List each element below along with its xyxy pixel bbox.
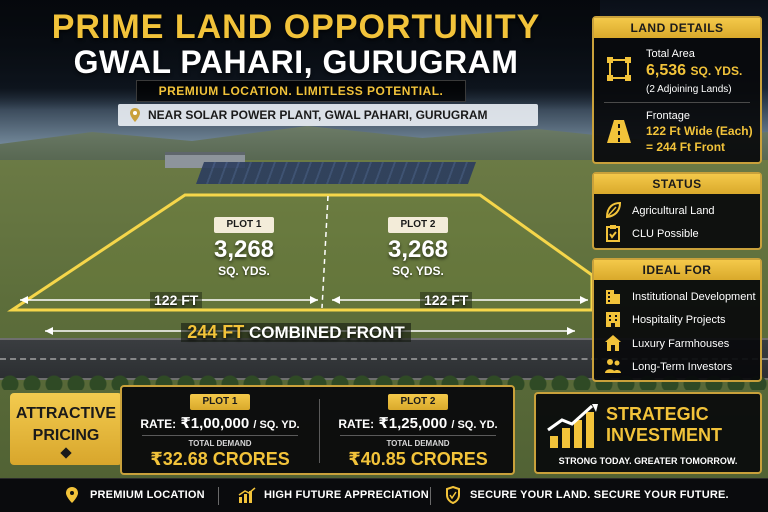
price-plot1-demand: ₹32.68 CRORES [150,449,290,469]
plot2-unit: SQ. YDS. [392,264,444,278]
ideal-item-0: Institutional Development [632,291,756,303]
price-plot2-rate: ₹1,25,000 [378,415,448,432]
price-plot1-rate-unit: / SQ. YD. [253,419,300,431]
price-plot2-rate-unit: / SQ. YD. [451,419,498,431]
location-pin-icon [130,108,140,122]
frontage-each-note: Wide (Each) [684,124,753,138]
footer-item-0: PREMIUM LOCATION [90,489,205,501]
price-plot1-tag: PLOT 1 [190,394,250,410]
page-title: PRIME LAND OPPORTUNITY [51,8,541,46]
clipboard-check-icon [606,225,620,242]
pricing-badge-line1: ATTRACTIVE [15,405,117,422]
diamond-ornament [60,447,72,459]
price-plot2-tag: PLOT 2 [388,394,448,410]
area-icon [607,57,631,81]
frontage-each-line: 122 Ft Wide (Each) [646,124,753,138]
leaf-icon [605,201,622,219]
plot1-area: 3,268 [213,236,275,263]
plot2-front: 122 FT [420,292,473,308]
plot1-unit: SQ. YDS. [218,264,270,278]
status-item-1: CLU Possible [632,228,699,240]
strategic-line1: STRATEGIC [606,404,709,424]
price-plot2-demand-label: TOTAL DEMAND [386,439,450,448]
ideal-item-2: Luxury Farmhouses [632,338,730,350]
location-text: NEAR SOLAR POWER PLANT, GWAL PAHARI, GUR… [148,108,488,122]
price-plot2-rate-label: RATE: [338,417,375,431]
price-plot1-rate: ₹1,00,000 [180,415,250,432]
price-plot1-rate-label: RATE: [140,417,177,431]
status-heading: STATUS [594,174,760,194]
plot1-tag: PLOT 1 [214,217,274,233]
road-icon [607,120,631,143]
combined-label: COMBINED FRONT [248,323,405,342]
price-plot1-demand-label: TOTAL DEMAND [188,439,252,448]
strategic-line2: INVESTMENT [606,425,723,445]
building-icon [606,290,620,304]
plot2-tag: PLOT 2 [388,217,448,233]
hotel-icon [606,312,620,327]
footer-item-1: HIGH FUTURE APPRECIATION [264,489,429,501]
house-icon [605,335,621,351]
land-details-heading: LAND DETAILS [594,18,760,38]
strategic-slogan: STRONG TODAY. GREATER TOMORROW. [558,456,738,466]
price-box: PLOT 1 RATE: ₹1,00,000 / SQ. YD. TOTAL D… [120,385,515,475]
price-plot1-rate-line: RATE: ₹1,00,000 / SQ. YD. [122,414,318,432]
frontage-each: 122 Ft [646,124,681,138]
area-unit: SQ. YDS. [690,64,743,78]
plot2-area: 3,268 [387,236,449,263]
area-label: Total Area [646,48,695,60]
plot-divider [321,195,329,309]
appreciation-chart-icon [238,487,256,503]
shield-icon [446,486,460,504]
price-plot2-rate-line: RATE: ₹1,25,000 / SQ. YD. [320,414,516,432]
tagline: PREMIUM LOCATION. LIMITLESS POTENTIAL. [136,80,466,102]
ideal-for-heading: IDEAL FOR [594,260,760,280]
combined-value: 244 FT [187,322,245,342]
road-marking [0,358,768,360]
footer-bar: PREMIUM LOCATION HIGH FUTURE APPRECIATIO… [0,478,768,512]
frontage-label: Frontage [646,110,691,122]
location-pin-icon [66,487,78,503]
plot1-front: 122 FT [150,292,203,308]
people-icon [605,359,621,373]
pricing-badge: ATTRACTIVE PRICING [10,393,122,465]
ideal-item-3: Long-Term Investors [632,361,733,373]
area-note: (2 Adjoining Lands) [646,84,732,95]
area-value-line: 6,536 SQ. YDS. [646,62,742,80]
area-value: 6,536 [646,62,687,79]
frontage-total: = 244 Ft Front [646,140,726,154]
status-item-0: Agricultural Land [632,205,715,217]
pricing-badge-line2: PRICING [32,427,100,444]
location-bar: NEAR SOLAR POWER PLANT, GWAL PAHARI, GUR… [118,104,538,126]
price-column-plot2: PLOT 2 RATE: ₹1,25,000 / SQ. YD. TOTAL D… [320,387,516,473]
land-details-panel: LAND DETAILS Total Area 6,536 SQ. YDS. (… [592,16,762,164]
ideal-for-panel: IDEAL FOR Institutional Development Hosp… [592,258,762,382]
price-column-plot1: PLOT 1 RATE: ₹1,00,000 / SQ. YD. TOTAL D… [122,387,318,473]
status-panel: STATUS Agricultural Land CLU Possible [592,172,762,250]
growth-chart-icon [547,404,598,448]
page-subtitle: GWAL PAHARI, GURUGRAM [73,44,519,80]
combined-front: 244 FT COMBINED FRONT [0,322,592,343]
price-plot2-demand: ₹40.85 CRORES [348,449,488,469]
ideal-item-1: Hospitality Projects [632,314,726,326]
footer-item-2: SECURE YOUR LAND. SECURE YOUR FUTURE. [470,489,729,501]
strategic-investment-panel: STRATEGIC INVESTMENT STRONG TODAY. GREAT… [534,392,762,474]
